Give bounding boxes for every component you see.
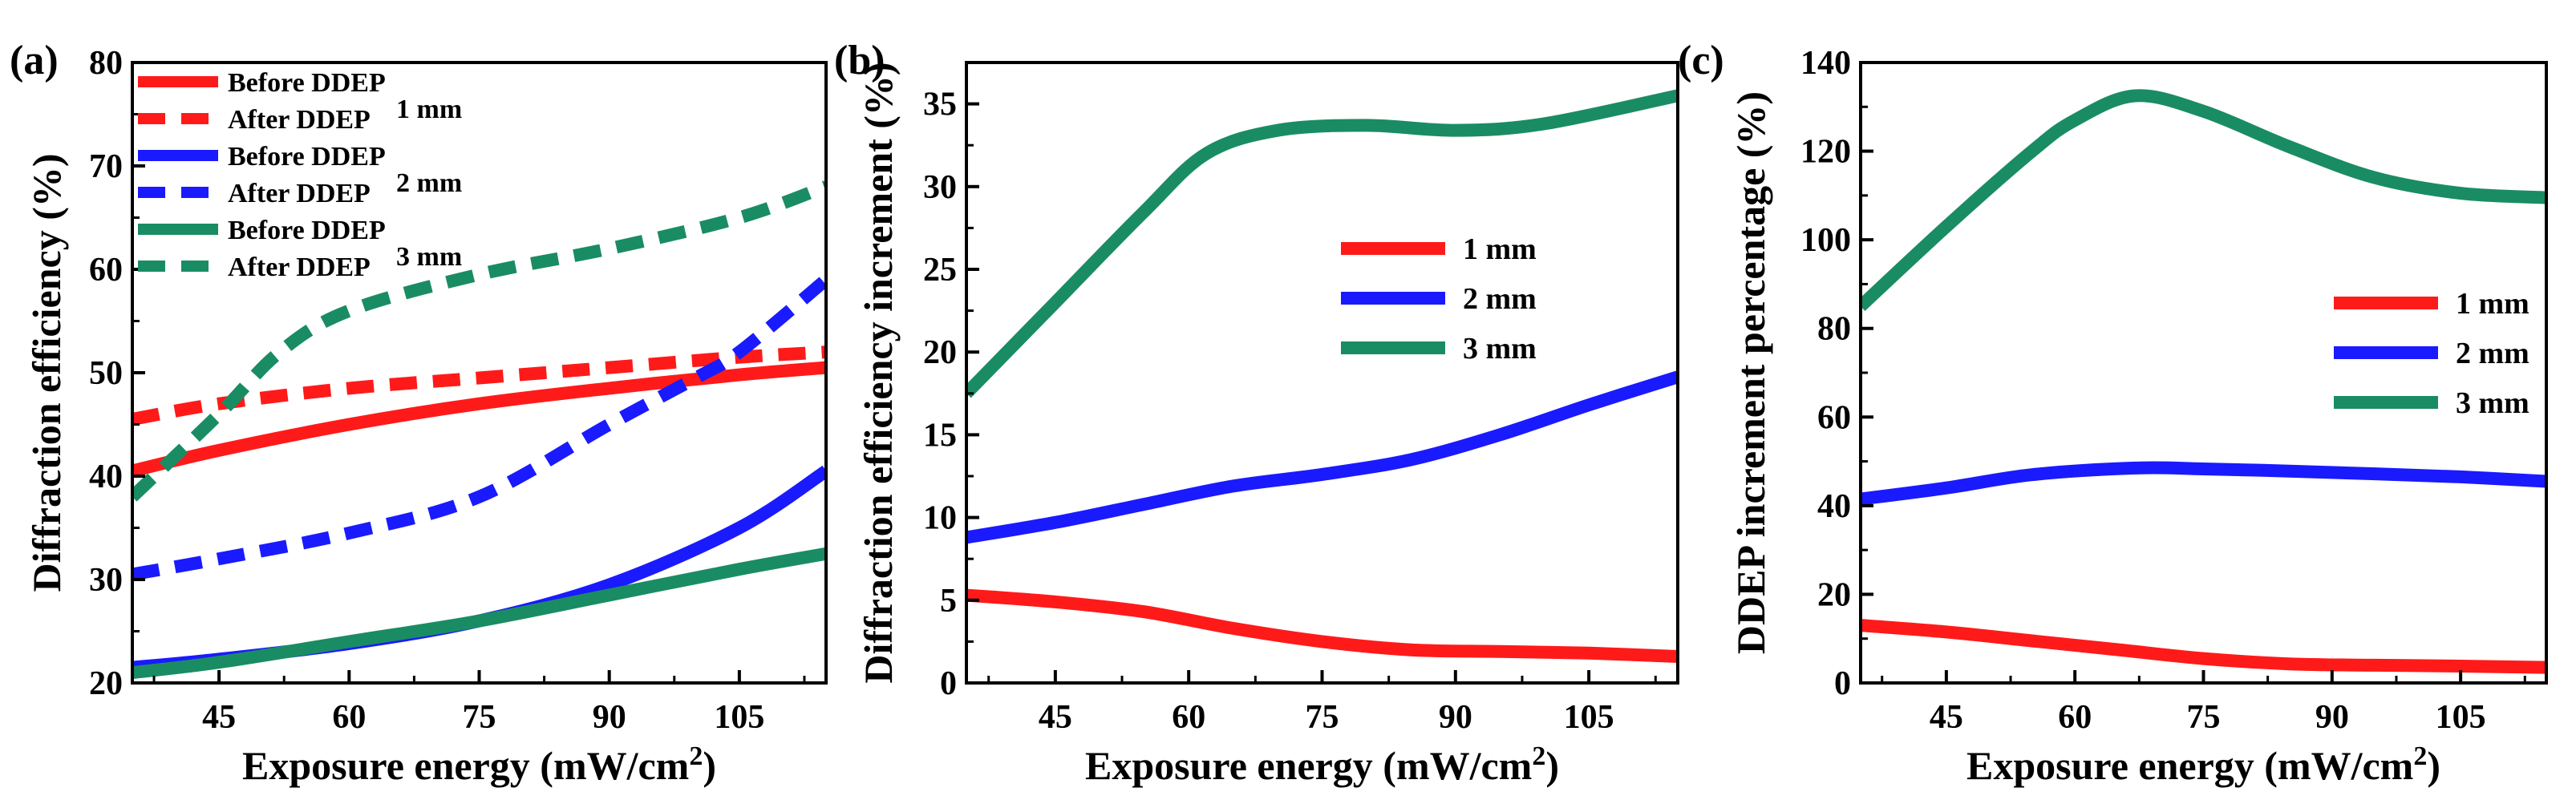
- series-line-before-ddep-3-mm: [132, 547, 826, 680]
- x-tick-label: 60: [2058, 699, 2092, 736]
- legend-entry-label: Before DDEP: [228, 68, 386, 98]
- y-tick-label: 140: [1800, 45, 1851, 82]
- legend-entry-label: 3 mm: [2456, 386, 2529, 420]
- y-tick-label: 80: [89, 45, 123, 82]
- series-line-3-mm: [966, 89, 1678, 398]
- x-tick-label: 45: [1930, 699, 1963, 736]
- panel-label: (b): [834, 38, 885, 83]
- panel-label: (a): [10, 38, 59, 83]
- legend-entry-label: Before DDEP: [228, 216, 386, 245]
- x-tick-label: 90: [2315, 699, 2349, 736]
- panel-b-chart: 45 60 75 90 105 0 5 10 15 20 25 30 35 Exposure energy…: [834, 38, 1679, 788]
- legend-entry-label: 2 mm: [2456, 337, 2529, 370]
- series-line-2-mm: [1861, 461, 2546, 506]
- x-axis-title: Exposure energy (mW/cm2): [1966, 741, 2440, 788]
- y-tick-label: 30: [923, 169, 957, 206]
- y-tick-label: 20: [89, 665, 123, 702]
- series-line-2-mm: [966, 370, 1678, 544]
- x-tick-label: 105: [1564, 699, 1614, 736]
- y-tick-label: 50: [89, 355, 123, 392]
- legend: Before DDEP After DDEP 1 mm Before DDEP Afte…: [138, 68, 462, 282]
- y-tick-label: 10: [923, 500, 957, 537]
- legend: 1 mm 2 mm 3 mm: [1341, 232, 1537, 366]
- x-axis-title: Exposure energy (mW/cm2): [242, 741, 716, 788]
- y-tick-label: 20: [923, 334, 957, 371]
- legend-entry-label: 1 mm: [2456, 287, 2529, 321]
- y-tick-label: 120: [1800, 134, 1851, 171]
- y-axis-title: Diffraction efficiency (%): [24, 154, 69, 592]
- x-tick-label: 105: [2436, 699, 2486, 736]
- y-tick-label: 40: [89, 459, 123, 495]
- x-axis-title: Exposure energy (mW/cm2): [1085, 741, 1559, 788]
- series-group: [966, 89, 1678, 663]
- series-line-1-mm: [1861, 619, 2546, 674]
- legend-group-label: 1 mm: [396, 95, 462, 124]
- series-line-before-ddep-1-mm: [132, 361, 826, 478]
- x-tick-label: 75: [2187, 699, 2221, 736]
- legend-entry-label: 1 mm: [1463, 232, 1537, 266]
- y-tick-label: 30: [89, 562, 123, 599]
- series-group: [132, 180, 826, 680]
- panel-label: (c): [1678, 38, 1724, 83]
- y-tick-label: 60: [1817, 399, 1851, 436]
- legend-entry-label: Before DDEP: [228, 142, 386, 172]
- panel-a-chart: 45 60 75 90 105 20 30 40 50 60 70 80 Exposure energy…: [10, 38, 828, 788]
- x-tick-label: 90: [1439, 699, 1472, 736]
- y-tick-label: 40: [1817, 488, 1851, 525]
- x-tick-label: 45: [202, 699, 236, 736]
- x-tick-label: 105: [714, 699, 764, 736]
- series-line-after-ddep-2-mm: [132, 274, 826, 581]
- y-tick-label: 60: [89, 252, 123, 289]
- legend-entry-label: 3 mm: [1463, 332, 1537, 366]
- legend-entry-label: 2 mm: [1463, 282, 1537, 316]
- y-tick-label: 35: [923, 87, 957, 123]
- legend-group-label: 2 mm: [396, 168, 462, 198]
- x-tick-label: 60: [332, 699, 366, 736]
- x-tick-label: 45: [1039, 699, 1072, 736]
- x-tick-label: 90: [593, 699, 626, 736]
- plot-frame: [1859, 61, 2548, 685]
- legend-group-label: 3 mm: [396, 242, 462, 272]
- y-tick-label: 5: [940, 583, 957, 620]
- x-tick-label: 60: [1172, 699, 1205, 736]
- series-group: [1861, 89, 2546, 674]
- legend-entry-label: After DDEP: [228, 179, 371, 208]
- y-tick-label: 15: [923, 417, 957, 454]
- y-tick-label: 0: [940, 665, 957, 702]
- legend: 1 mm 2 mm 3 mm: [2334, 287, 2529, 420]
- panel-c-chart: 45 60 75 90 105 0 20 40 60 80 100 120 140 Exposure en…: [1678, 38, 2548, 788]
- plot-frame: [965, 61, 1679, 685]
- y-axis-title: Diffraction efficiency increment (%): [856, 62, 901, 683]
- y-tick-label: 25: [923, 252, 957, 289]
- series-line-1-mm: [966, 588, 1678, 663]
- series-line-after-ddep-1-mm: [132, 345, 826, 426]
- y-axis-title: DDEP increment percentage (%): [1728, 91, 1773, 654]
- x-tick-label: 75: [463, 699, 496, 736]
- y-tick-label: 80: [1817, 311, 1851, 348]
- y-tick-label: 100: [1800, 222, 1851, 259]
- series-line-after-ddep-3-mm: [132, 180, 826, 502]
- x-tick-label: 75: [1306, 699, 1339, 736]
- legend-entry-label: After DDEP: [228, 252, 371, 282]
- series-line-3-mm: [1861, 89, 2546, 311]
- y-tick-label: 70: [89, 148, 123, 185]
- y-tick-label: 0: [1834, 665, 1851, 702]
- y-tick-label: 20: [1817, 576, 1851, 613]
- legend-entry-label: After DDEP: [228, 105, 371, 135]
